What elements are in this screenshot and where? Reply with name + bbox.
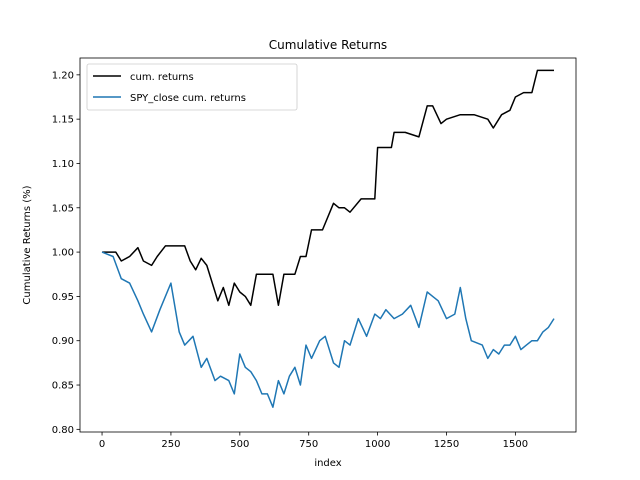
y-tick-label: 1.05	[52, 203, 74, 214]
y-axis-ticks: 0.80 0.85 0.90 0.95 1.00 1.05 1.10 1.15 1.20	[52, 70, 80, 436]
plot-area	[79, 57, 577, 433]
legend-box	[86, 63, 298, 111]
y-tick-label: 1.00	[52, 248, 74, 259]
series-line-spy-close	[101, 251, 555, 408]
x-tick-label: 1250	[434, 439, 459, 450]
y-tick-label: 0.85	[52, 381, 74, 392]
plot-frame	[79, 57, 577, 433]
plot-background	[80, 58, 576, 432]
y-tick-label: 1.15	[52, 115, 74, 126]
y-tick-label: 0.80	[52, 425, 74, 436]
x-axis-ticks: 0 250 500 750 1000 1250 1500	[99, 432, 528, 450]
y-axis-label: Cumulative Returns (%)	[22, 185, 33, 304]
x-tick-label: 750	[299, 439, 318, 450]
legend-label-spy-close: SPY_close cum. returns	[130, 93, 246, 104]
x-axis-label: index	[314, 458, 341, 469]
series-layer	[101, 69, 555, 408]
x-tick-label: 500	[230, 439, 249, 450]
chart-title: Cumulative Returns	[269, 38, 387, 52]
y-tick-label: 0.95	[52, 292, 74, 303]
x-tick-label: 1000	[365, 439, 390, 450]
y-tick-label: 0.90	[52, 336, 74, 347]
x-tick-label: 0	[99, 439, 105, 450]
y-tick-label: 1.20	[52, 70, 74, 81]
x-tick-label: 1500	[503, 439, 528, 450]
legend: cum. returns SPY_close cum. returns	[86, 63, 298, 111]
legend-label-cum-returns: cum. returns	[130, 72, 194, 83]
y-tick-label: 1.10	[52, 159, 74, 170]
x-tick-label: 250	[161, 439, 180, 450]
series-line-cum-returns	[102, 69, 554, 307]
